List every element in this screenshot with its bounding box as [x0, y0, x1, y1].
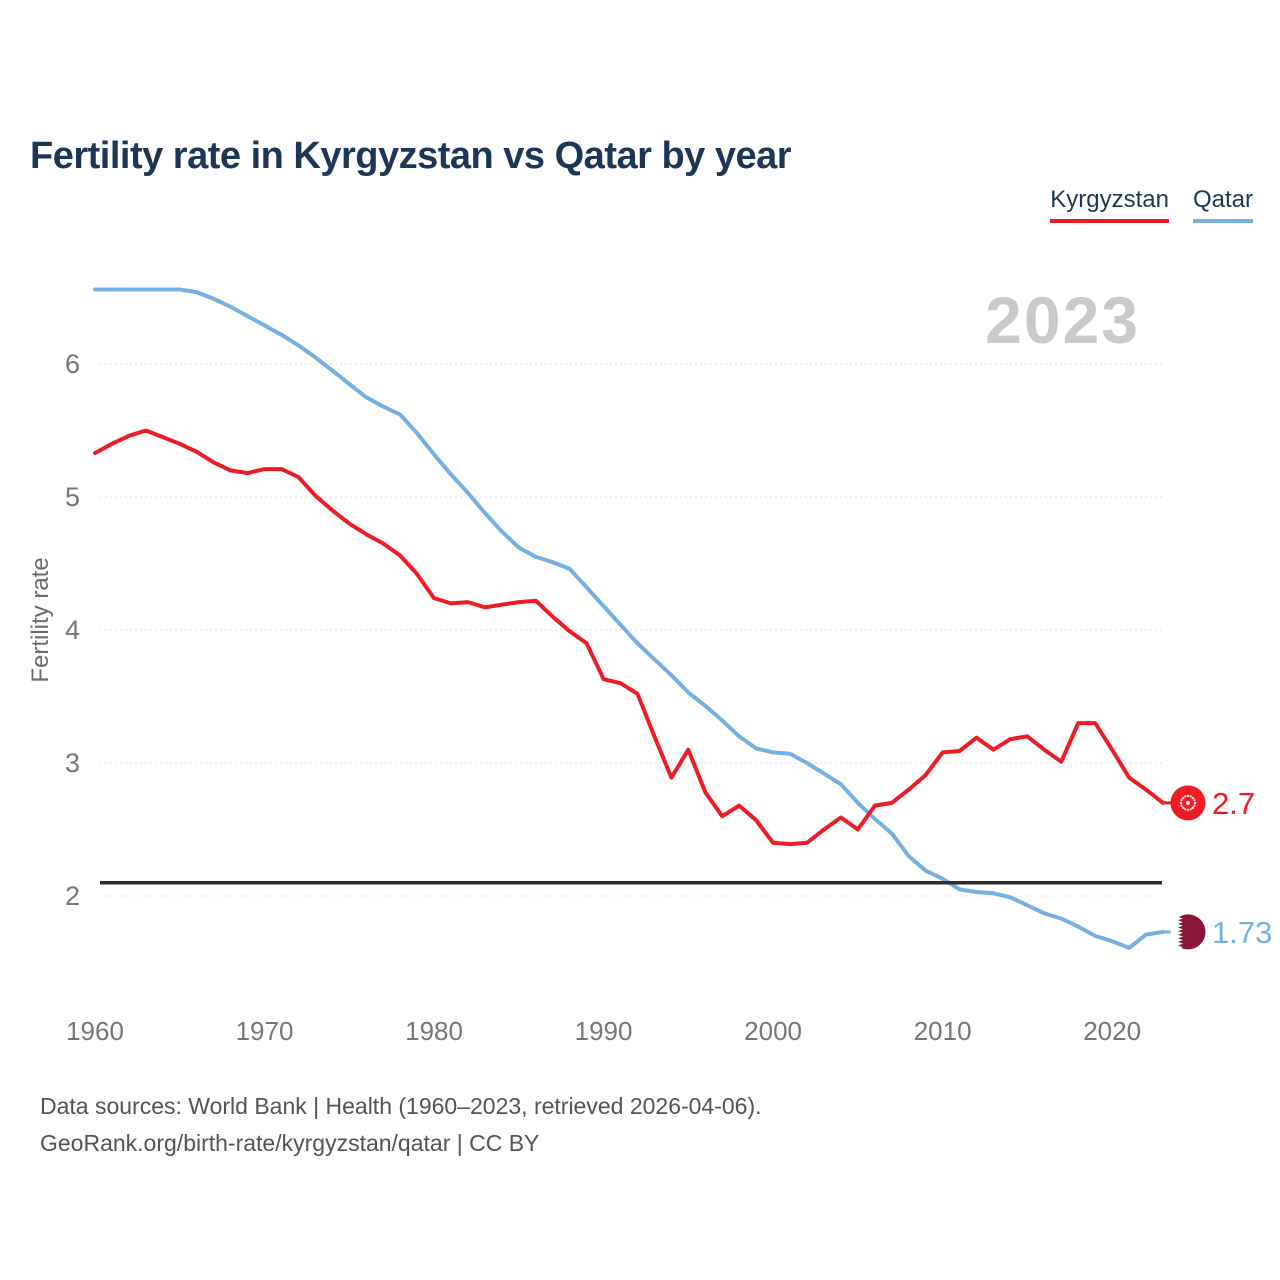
series-line-qatar	[93, 287, 1165, 950]
x-tick-label: 1970	[236, 1016, 294, 1046]
series-line-kyrgyzstan	[93, 428, 1165, 847]
y-tick-label: 6	[65, 349, 80, 379]
qatar-end-value: 1.73	[1212, 915, 1272, 950]
page-title: Fertility rate in Kyrgyzstan vs Qatar by…	[30, 135, 792, 178]
y-axis-title: Fertility rate	[27, 557, 54, 682]
x-tick-label: 2000	[744, 1016, 802, 1046]
kyrgyzstan-end-value: 2.7	[1212, 786, 1255, 821]
x-tick-label: 1960	[66, 1016, 124, 1046]
y-tick-label: 5	[65, 482, 80, 512]
reference-line-layer	[100, 801, 1173, 934]
legend-item-kyrgyzstan[interactable]: Kyrgyzstan	[1050, 186, 1169, 223]
x-tick-label: 1990	[575, 1016, 633, 1046]
legend: Kyrgyzstan Qatar	[1050, 186, 1253, 223]
series-layer	[93, 287, 1165, 950]
y-tick-label: 3	[65, 748, 80, 778]
x-tick-label: 1980	[405, 1016, 463, 1046]
grid-layer: 2 3 4 5 6 1960 1970 1980 1990 2000 2010 2020	[65, 349, 1162, 1046]
footer: Data sources: World Bank | Health (1960–…	[40, 1088, 762, 1162]
y-tick-label: 4	[65, 615, 80, 645]
x-tick-label: 2020	[1083, 1016, 1141, 1046]
kyrgyzstan-flag-marker	[1170, 785, 1206, 821]
x-tick-label: 2010	[914, 1016, 972, 1046]
y-tick-label: 2	[65, 881, 80, 911]
watermark-year: 2023	[985, 283, 1140, 357]
qatar-flag-marker	[1170, 914, 1206, 950]
footer-attribution-line: GeoRank.org/birth-rate/kyrgyzstan/qatar …	[40, 1130, 540, 1156]
legend-item-qatar[interactable]: Qatar	[1192, 186, 1253, 223]
footer-sources-line: Data sources: World Bank | Health (1960–…	[40, 1093, 762, 1119]
